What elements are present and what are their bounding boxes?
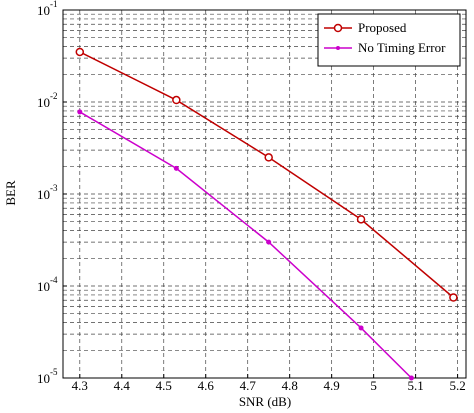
y-tick-exponent: -1 bbox=[50, 0, 58, 9]
legend-label: Proposed bbox=[358, 20, 407, 35]
y-tick-label: 10-4 bbox=[37, 275, 58, 294]
legend-marker bbox=[336, 46, 340, 50]
y-tick-exponent: -5 bbox=[50, 367, 58, 377]
y-tick-exponent: -2 bbox=[50, 91, 58, 101]
series-line bbox=[79, 111, 412, 379]
x-tick-label: 4.4 bbox=[114, 378, 131, 393]
y-tick-label: 10-1 bbox=[37, 0, 58, 18]
x-tick-label: 4.8 bbox=[282, 378, 298, 393]
marker bbox=[356, 215, 366, 224]
y-tick-label: 10-2 bbox=[37, 91, 58, 110]
plot-frame bbox=[62, 9, 467, 379]
x-tick-label: 4.7 bbox=[240, 378, 257, 393]
marker bbox=[173, 165, 179, 171]
x-axis-label: SNR (dB) bbox=[239, 394, 291, 409]
x-tick-label: 4.9 bbox=[324, 378, 340, 393]
y-tick-base: 10 bbox=[37, 371, 50, 386]
marker bbox=[358, 325, 364, 331]
legend-label: No Timing Error bbox=[358, 40, 446, 55]
marker bbox=[408, 375, 414, 381]
y-axis-label: BER bbox=[3, 180, 18, 206]
y-tick-label: 10-5 bbox=[37, 367, 58, 386]
legend-box bbox=[317, 13, 461, 67]
legend-marker bbox=[333, 23, 343, 33]
marker bbox=[266, 239, 272, 245]
marker bbox=[172, 95, 181, 105]
y-tick-base: 10 bbox=[37, 3, 50, 18]
marker bbox=[77, 109, 83, 115]
x-tick-label: 5.1 bbox=[408, 378, 424, 393]
x-tick-label: 5.2 bbox=[449, 378, 465, 393]
y-tick-exponent: -4 bbox=[50, 275, 58, 285]
marker bbox=[264, 153, 273, 162]
x-tick-label: 4.6 bbox=[198, 378, 215, 393]
series-line bbox=[79, 51, 454, 299]
marker bbox=[75, 47, 85, 57]
y-tick-base: 10 bbox=[37, 187, 50, 202]
y-tick-exponent: -3 bbox=[50, 183, 58, 193]
marker bbox=[449, 293, 458, 302]
x-tick-label: 4.5 bbox=[156, 378, 172, 393]
x-tick-label: 4.3 bbox=[72, 378, 88, 393]
y-tick-base: 10 bbox=[37, 279, 50, 294]
x-tick-label: 5 bbox=[370, 378, 377, 393]
y-tick-base: 10 bbox=[37, 95, 50, 110]
y-tick-label: 10-3 bbox=[37, 183, 58, 202]
